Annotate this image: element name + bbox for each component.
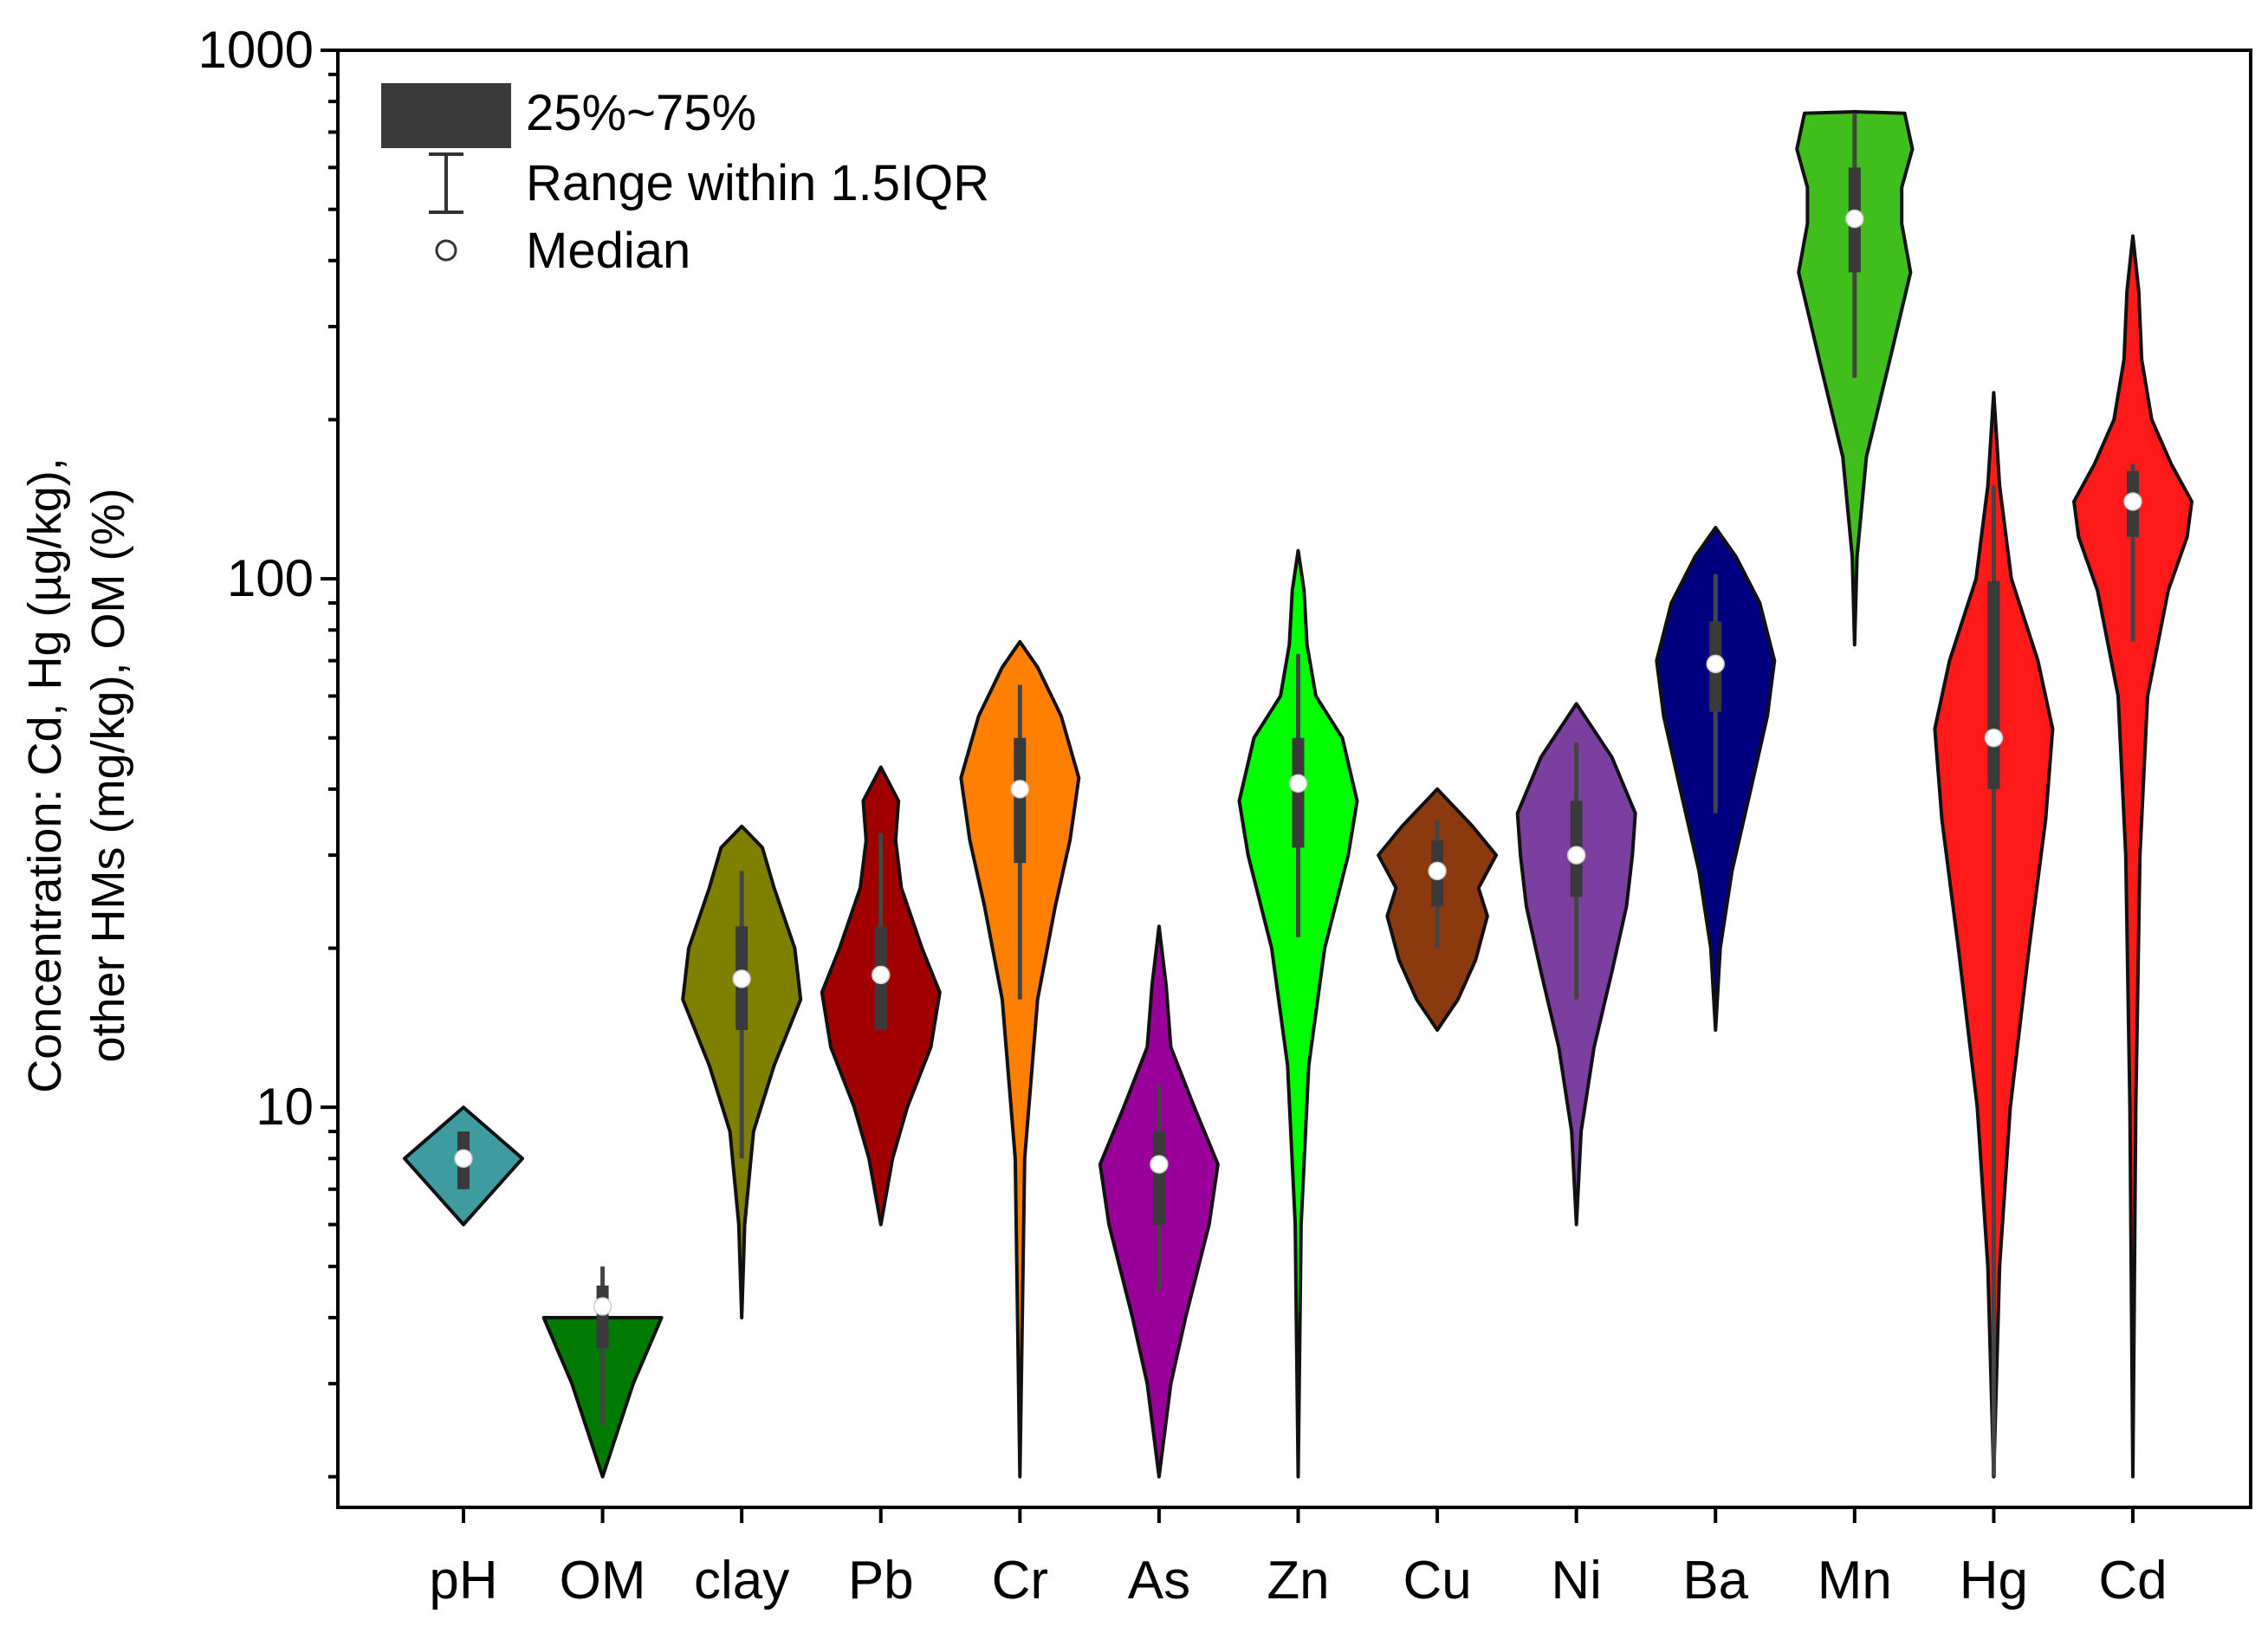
x-axis: pH OM clay Pb Cr As Zn Cu Ni Ba Mn Hg Cd bbox=[429, 1507, 2168, 1610]
violin-om bbox=[541, 1266, 664, 1479]
x-tick-label: Pb bbox=[848, 1551, 914, 1610]
x-tick-label: Cd bbox=[2098, 1551, 2167, 1610]
x-tick-label: Mn bbox=[1818, 1551, 1892, 1610]
violin-body bbox=[1237, 548, 1359, 1479]
violin-cr bbox=[959, 639, 1081, 1479]
violin-mn bbox=[1795, 110, 1915, 647]
x-tick-label: Zn bbox=[1267, 1551, 1329, 1610]
iqr-box bbox=[1152, 1131, 1165, 1225]
y-tick-label: 1000 bbox=[198, 21, 314, 79]
median-dot bbox=[1566, 846, 1586, 865]
iqr-box bbox=[1014, 737, 1027, 864]
legend-label-median: Median bbox=[526, 223, 690, 279]
legend-box-swatch bbox=[381, 83, 511, 148]
y-axis: 10 100 1000 bbox=[198, 21, 338, 1479]
violin-zn bbox=[1237, 548, 1359, 1479]
x-tick-label: As bbox=[1128, 1551, 1190, 1610]
violin-cd bbox=[2072, 234, 2193, 1479]
legend-label-whisker: Range within 1.5IQR bbox=[526, 155, 989, 211]
violin-ba bbox=[1655, 526, 1777, 1032]
violin-body bbox=[959, 639, 1081, 1479]
median-dot bbox=[1150, 1155, 1169, 1174]
legend-median-swatch bbox=[435, 239, 457, 262]
violin-hg bbox=[1933, 391, 2055, 1479]
median-dot bbox=[1706, 654, 1725, 674]
median-dot bbox=[2123, 492, 2142, 511]
legend: 25%~75% Range within 1.5IQR Median bbox=[381, 83, 989, 279]
violin-as bbox=[1098, 924, 1220, 1479]
median-dot bbox=[1010, 780, 1030, 799]
median-dot bbox=[1845, 209, 1864, 229]
x-tick-label: Hg bbox=[1960, 1551, 2028, 1610]
plot-frame bbox=[336, 49, 2252, 1509]
x-tick-label: Cr bbox=[992, 1551, 1048, 1610]
median-dot bbox=[1984, 728, 2004, 748]
x-tick-label: clay bbox=[694, 1551, 789, 1610]
violin-clay bbox=[681, 824, 803, 1319]
violin-body bbox=[1795, 110, 1915, 647]
median-dot bbox=[1288, 774, 1308, 794]
violin-ph bbox=[403, 1105, 524, 1227]
violins-layer bbox=[403, 110, 2193, 1479]
median-dot bbox=[454, 1149, 473, 1169]
x-tick-label: Ba bbox=[1682, 1551, 1748, 1610]
y-tick-label: 100 bbox=[227, 549, 314, 607]
y-tick-label: 10 bbox=[256, 1078, 314, 1136]
median-dot bbox=[872, 965, 891, 985]
x-tick-label: OM bbox=[560, 1551, 646, 1610]
legend-label-box: 25%~75% bbox=[526, 85, 756, 141]
iqr-box bbox=[596, 1285, 609, 1349]
violin-pb bbox=[820, 765, 942, 1227]
median-dot bbox=[1428, 861, 1447, 881]
x-tick-label: Ni bbox=[1551, 1551, 1602, 1610]
median-dot bbox=[732, 969, 751, 988]
x-tick-label: Cu bbox=[1403, 1551, 1471, 1610]
violin-ni bbox=[1515, 702, 1637, 1227]
y-axis-title-line-1: Concentration: Cd, Hg (µg/kg), bbox=[19, 457, 71, 1092]
violin-cu bbox=[1377, 787, 1499, 1032]
y-axis-title-line-2: other HMs (mg/kg), OM (%) bbox=[82, 488, 134, 1062]
median-dot bbox=[593, 1297, 612, 1316]
violin-body bbox=[2072, 234, 2193, 1479]
x-tick-label: pH bbox=[429, 1551, 497, 1610]
y-axis-title: Concentration: Cd, Hg (µg/kg), other HMs… bbox=[19, 457, 134, 1092]
legend-whisker-swatch bbox=[429, 152, 463, 214]
iqr-box bbox=[1987, 580, 2000, 789]
